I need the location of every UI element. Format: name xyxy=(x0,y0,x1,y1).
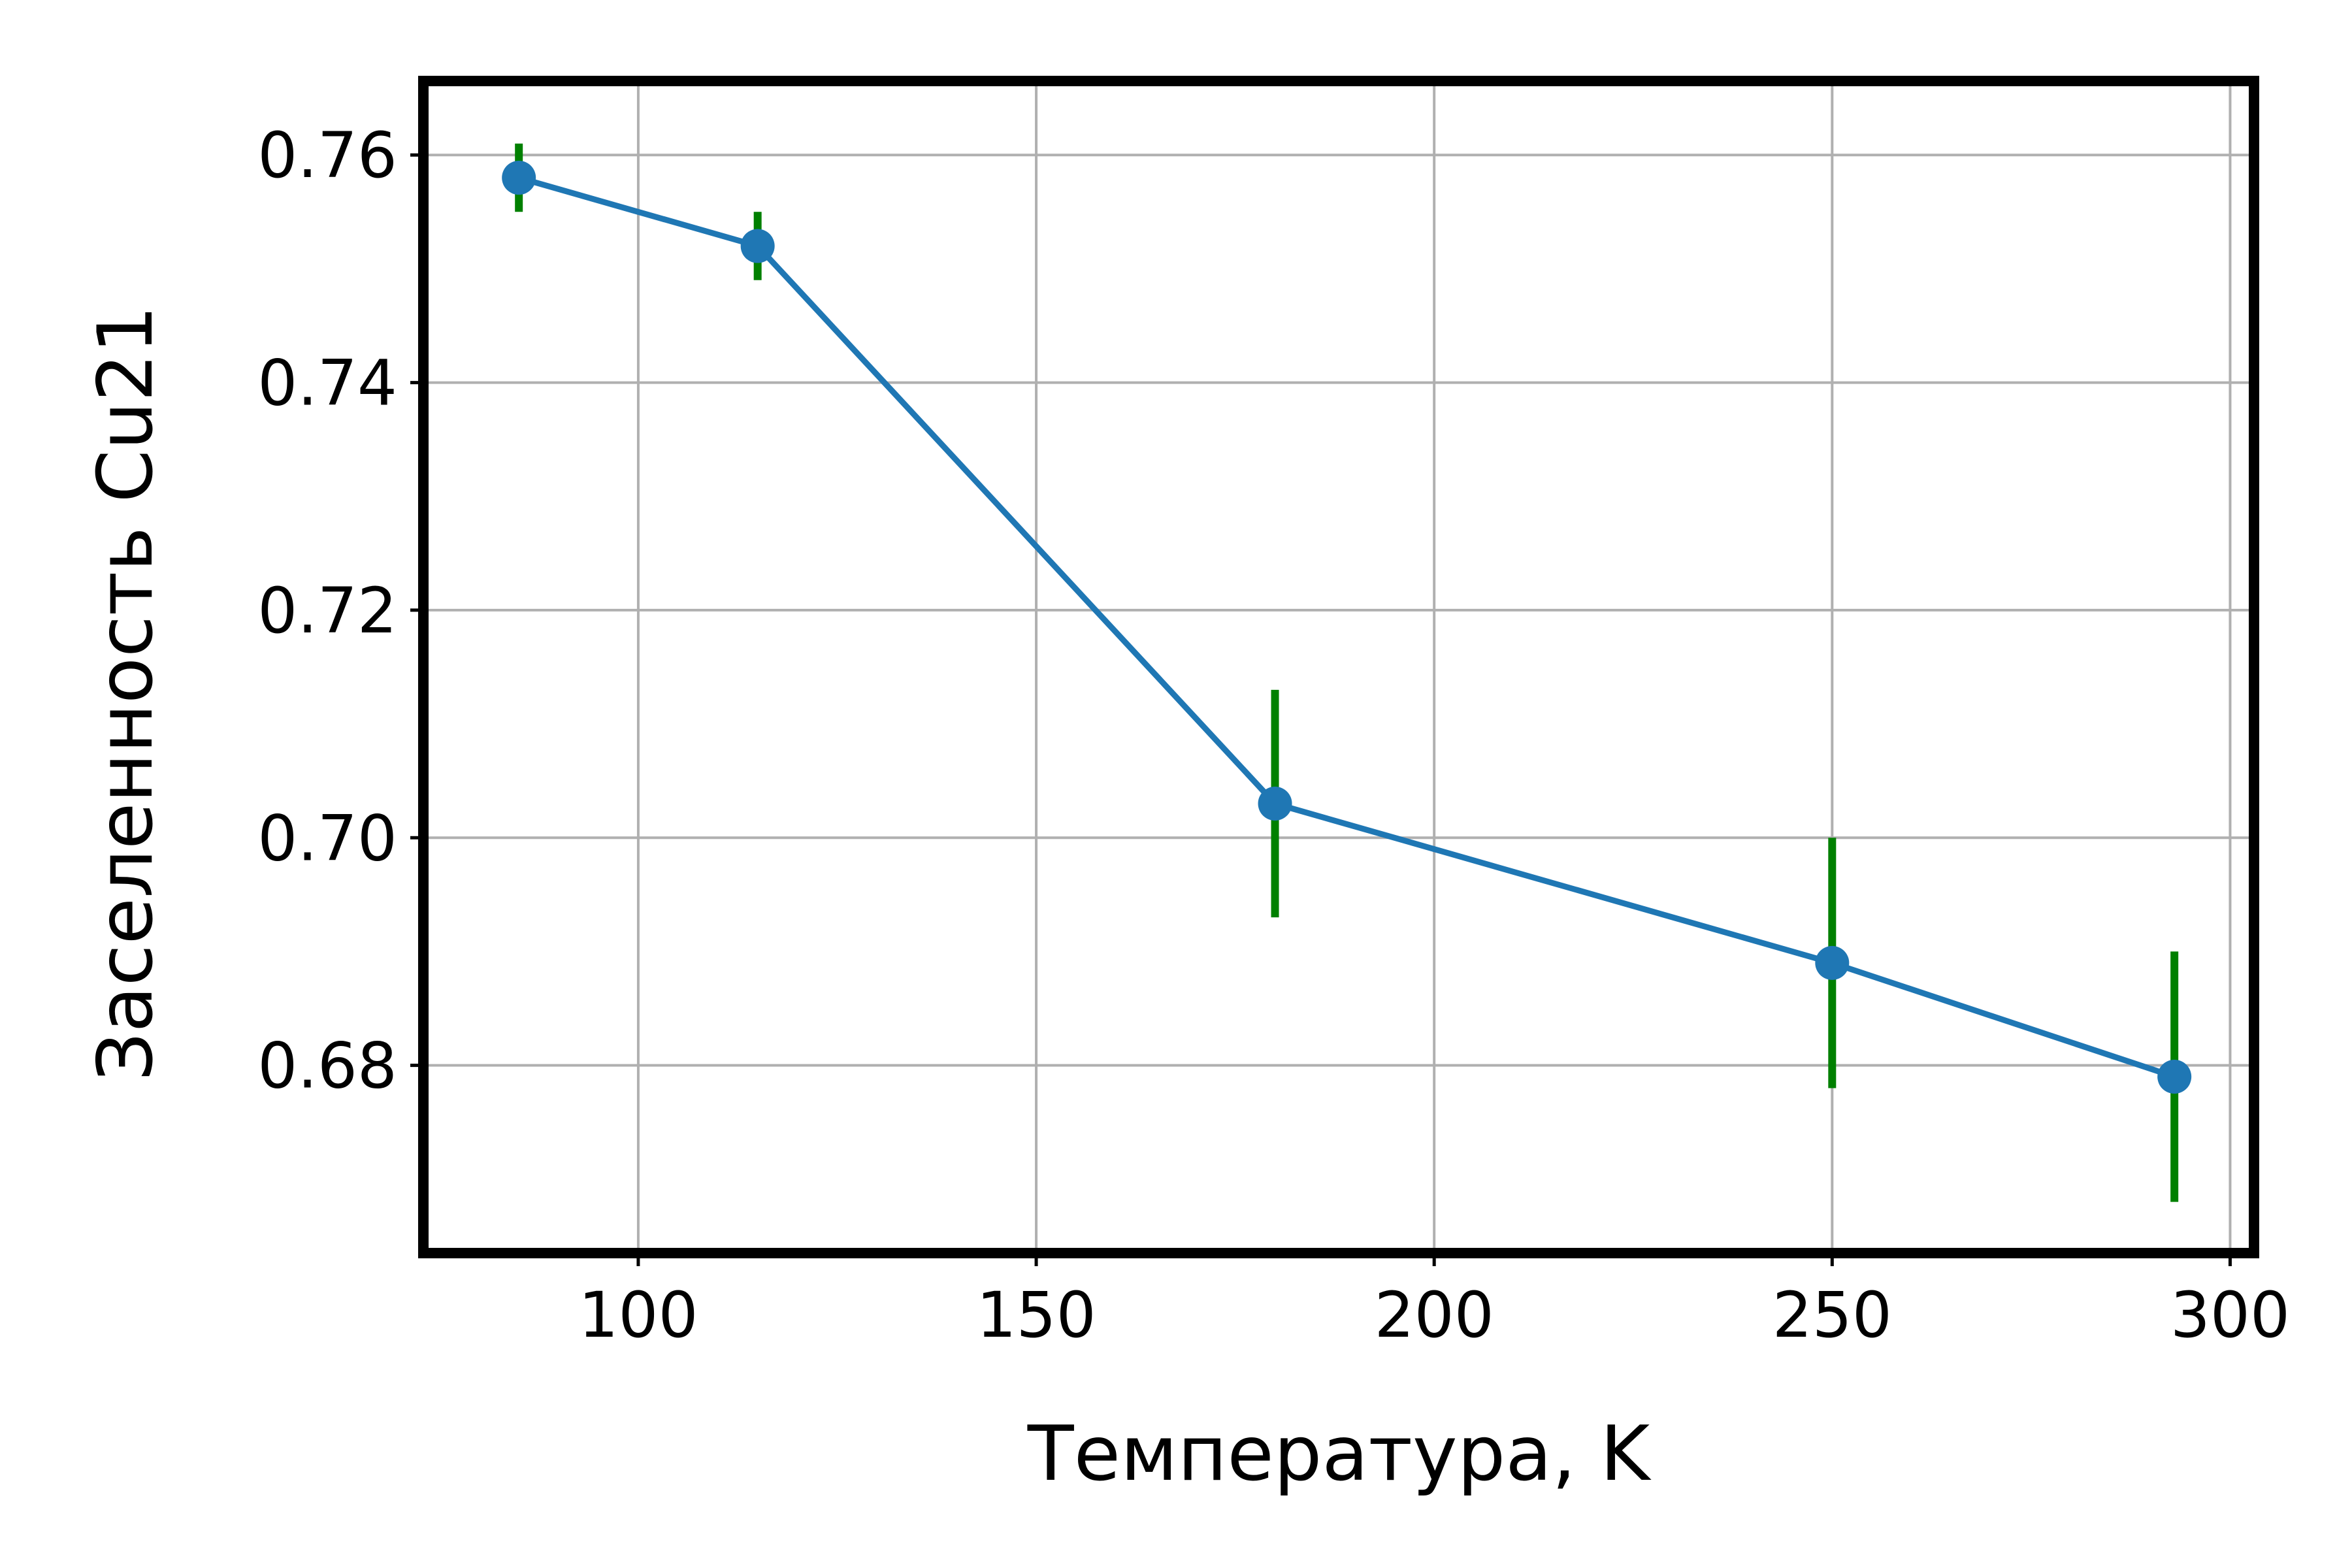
y-axis-label: Заселенность Cu21 xyxy=(82,305,170,1081)
x-axis-ticks: 100 150 200 250 300 xyxy=(578,1253,2290,1352)
plot-frame xyxy=(418,76,2259,1258)
x-tick-label: 150 xyxy=(976,1279,1096,1352)
data-point xyxy=(740,229,775,263)
y-tick-label: 0.70 xyxy=(257,802,397,875)
grid xyxy=(423,81,2254,1253)
data-point xyxy=(502,161,536,195)
y-tick-label: 0.74 xyxy=(257,347,397,420)
y-tick-label: 0.72 xyxy=(257,574,397,647)
series-layer xyxy=(502,143,2192,1202)
x-tick-label: 100 xyxy=(578,1279,698,1352)
x-tick-label: 250 xyxy=(1772,1279,1892,1352)
y-axis-ticks: 0.68 0.70 0.72 0.74 0.76 xyxy=(257,119,423,1103)
data-point xyxy=(1815,945,1850,980)
x-axis-label: Температура, K xyxy=(1027,1410,1652,1498)
x-tick-label: 200 xyxy=(1375,1279,1494,1352)
data-point xyxy=(1258,787,1292,821)
x-tick-label: 300 xyxy=(2170,1279,2290,1352)
data-point xyxy=(2157,1060,2192,1094)
y-tick-label: 0.68 xyxy=(257,1030,397,1103)
y-tick-label: 0.76 xyxy=(257,119,397,192)
